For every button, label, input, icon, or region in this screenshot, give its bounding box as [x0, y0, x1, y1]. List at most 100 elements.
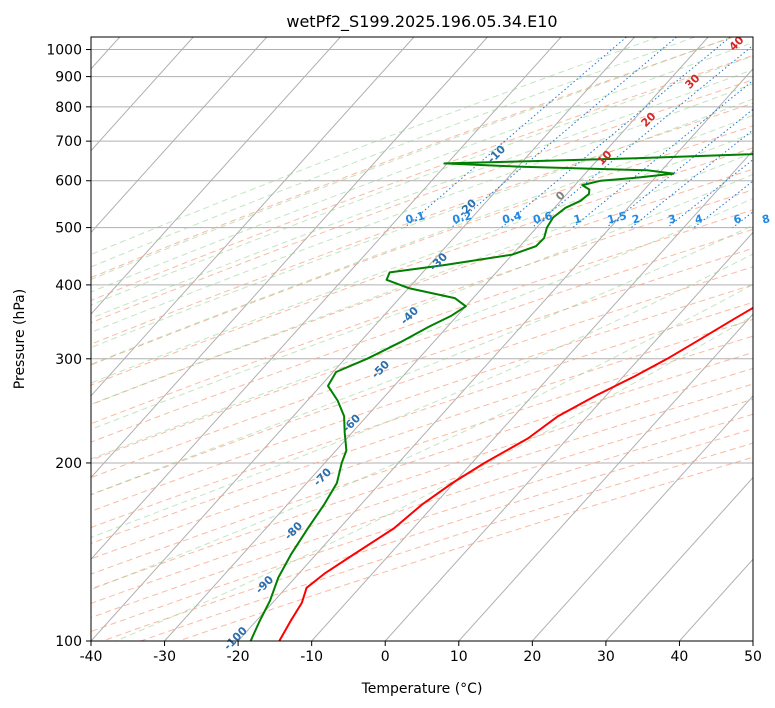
moist-adiabat-line [91, 83, 753, 333]
mixing-ratio-line [606, 108, 753, 228]
mixing-ratio-label: 3 [667, 212, 678, 226]
dry-adiabat-line [91, 147, 753, 386]
moist-adiabat-line [91, 197, 753, 460]
background-lines [91, 37, 753, 641]
dry-adiabat-line [91, 318, 753, 544]
axis-ticks: -40 -30 -20 -10 0 10 20 30 40 5010020030040050060… [46, 43, 762, 665]
isotherm-line [91, 37, 562, 561]
dry-adiabat-line [91, 102, 753, 345]
plot-frame [90, 36, 754, 642]
isotherm-line [91, 37, 341, 315]
mixing-ratio-label: 0.1 [404, 209, 426, 226]
sounding-line [278, 306, 753, 641]
isotherm-line [237, 68, 753, 641]
moist-adiabat-line [91, 173, 753, 430]
mixing-ratio-line [451, 37, 677, 228]
mixing-ratio-label: 0.4 [501, 209, 523, 226]
x-tick-label: 30 [597, 649, 615, 665]
moist-adiabat-line [91, 37, 732, 280]
y-tick-label: 100 [55, 634, 82, 650]
mixing-ratio-label: 0.2 [451, 209, 473, 226]
mixing-ratio-label: 4 [693, 212, 704, 227]
dry-adiabat-line [91, 79, 753, 324]
y-tick-label: 200 [55, 456, 82, 472]
isotherm-line [91, 37, 194, 152]
isotherm-line [531, 395, 753, 641]
moist-adiabat-line [91, 55, 753, 306]
y-tick-label: 400 [55, 278, 82, 294]
isotherm-line [164, 37, 709, 641]
mixing-ratio-label: 0.6 [532, 209, 554, 226]
mixing-ratio-label: 2 [631, 212, 642, 226]
dry-adiabat-line [91, 54, 753, 302]
dry-adiabat-label: -30 [427, 250, 450, 273]
isotherm-line [679, 558, 753, 641]
mixing-ratio-line [531, 44, 753, 228]
moist-adiabat-line [91, 151, 753, 405]
isotherm-line [311, 149, 753, 641]
moist-adiabat-line [91, 98, 753, 349]
y-tick-label: 1000 [46, 43, 82, 59]
x-tick-label: -10 [300, 649, 323, 665]
dry-adiabat-line [91, 383, 753, 604]
dry-adiabat-line [91, 247, 753, 479]
moist-adiabat-line [91, 283, 753, 591]
dry-adiabat-line [91, 266, 753, 496]
dry-adiabat-label: -50 [369, 358, 392, 381]
dry-adiabat-line [91, 37, 734, 279]
isotherm-line [91, 37, 415, 397]
dry-adiabat-line [91, 351, 753, 575]
x-tick-label: 50 [744, 649, 762, 665]
dry-adiabat-line [91, 367, 753, 590]
dry-adiabat-line [91, 189, 753, 425]
moist-adiabat-line [115, 315, 753, 641]
x-tick-label: -20 [227, 649, 250, 665]
dry-adiabat-line [91, 413, 753, 633]
dry-adiabat-line [91, 228, 753, 461]
x-tick-label: -40 [80, 649, 103, 665]
dry-adiabat-line [102, 428, 753, 641]
y-tick-label: 500 [55, 221, 82, 237]
moist-adiabat-line [91, 37, 696, 268]
y-tick-label: 600 [55, 174, 82, 190]
mixing-ratio-label: 8 [761, 212, 772, 226]
dry-adiabat-label: -40 [398, 304, 421, 327]
y-tick-label: 800 [55, 100, 82, 116]
isotherm-line [91, 37, 488, 479]
isotherm-line [752, 640, 753, 641]
mixing-ratio-line [501, 37, 731, 228]
x-tick-label: 40 [671, 649, 689, 665]
isotherm-line [384, 231, 753, 641]
y-tick-label: 900 [55, 70, 82, 86]
mixing-ratio-label: 6 [732, 212, 743, 227]
moist-adiabat-line [91, 253, 753, 539]
dry-adiabat-label: -70 [311, 465, 334, 488]
mixing-ratio-line [630, 129, 753, 228]
dry-adiabat-line [91, 301, 753, 529]
dry-adiabat-line [91, 209, 753, 443]
mixing-ratio-line [404, 37, 627, 228]
y-tick-label: 300 [55, 352, 82, 368]
dry-adiabat-label: 40 [727, 33, 747, 53]
moist-adiabat-line [91, 41, 753, 293]
moist-adiabat-line [91, 132, 753, 384]
moist-adiabat-line [91, 114, 753, 365]
mixing-ratio-line [732, 211, 753, 228]
dry-adiabat-line [178, 456, 753, 641]
x-tick-label: 10 [450, 649, 468, 665]
isotherm-line [458, 313, 753, 641]
dry-adiabat-line [91, 168, 753, 406]
x-tick-label: 0 [381, 649, 390, 665]
x-tick-label: 20 [523, 649, 541, 665]
moist-adiabat-line [91, 69, 753, 319]
y-axis-label: Pressure (hPa) [12, 289, 28, 389]
chart-title: wetPf2_S199.2025.196.05.34.E10 [286, 12, 557, 32]
mixing-ratio-line [572, 79, 753, 228]
sounding-line [249, 153, 753, 641]
dry-adiabat-line [91, 125, 753, 366]
moist-adiabat-line [91, 224, 753, 495]
dry-adiabat-line [91, 335, 753, 560]
y-tick-label: 700 [55, 134, 82, 150]
moist-adiabat-line [91, 37, 659, 255]
